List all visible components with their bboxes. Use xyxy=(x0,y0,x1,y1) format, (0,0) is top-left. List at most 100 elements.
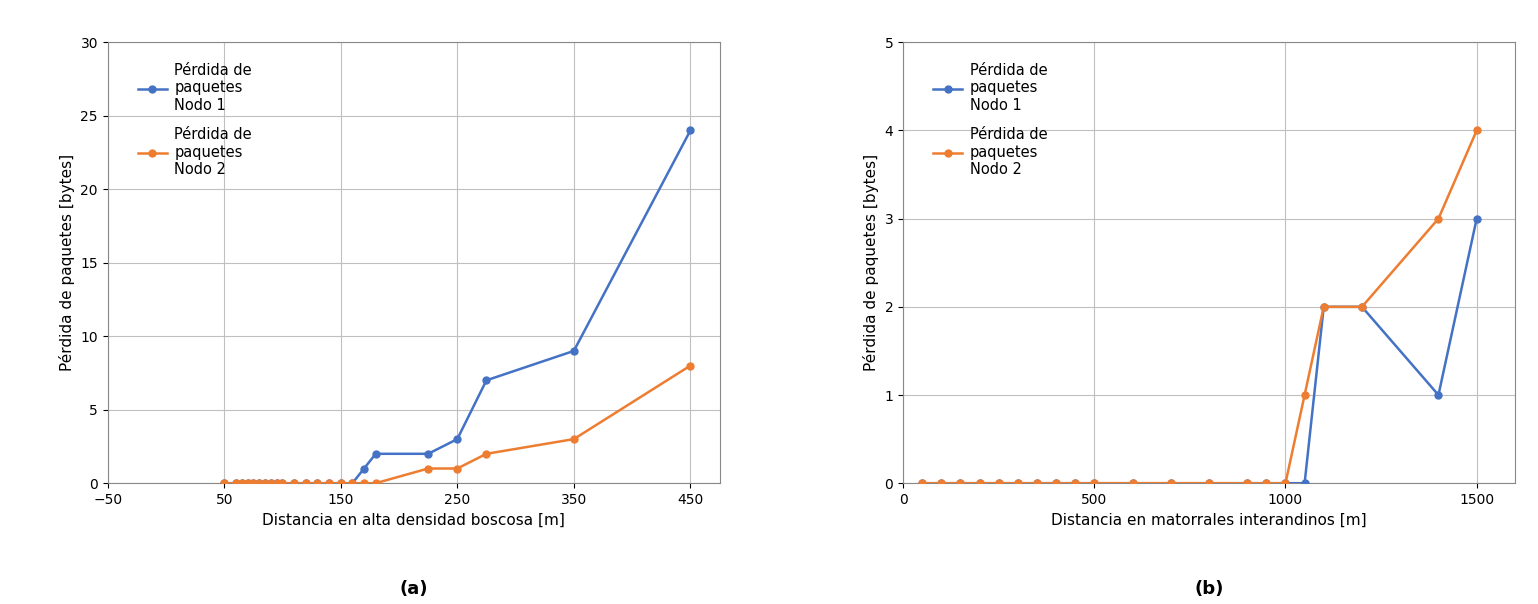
Legend: Pérdida de
paquetes
Nodo 1, Pérdida de
paquetes
Nodo 2: Pérdida de paquetes Nodo 1, Pérdida de p… xyxy=(134,59,257,181)
Pérdida de
paquetes
Nodo 1 xyxy=(1277,480,1295,487)
Pérdida de
paquetes
Nodo 2 xyxy=(215,480,234,487)
Pérdida de
paquetes
Nodo 2 xyxy=(355,480,374,487)
Pérdida de
paquetes
Nodo 2 xyxy=(226,480,245,487)
Pérdida de
paquetes
Nodo 2 xyxy=(251,480,269,487)
Pérdida de
paquetes
Nodo 2 xyxy=(343,480,361,487)
Pérdida de
paquetes
Nodo 2 xyxy=(274,480,292,487)
Pérdida de
paquetes
Nodo 2 xyxy=(970,480,989,487)
Line: Pérdida de
paquetes
Nodo 2: Pérdida de paquetes Nodo 2 xyxy=(918,127,1480,487)
Pérdida de
paquetes
Nodo 2 xyxy=(1200,480,1218,487)
Pérdida de
paquetes
Nodo 1 xyxy=(1257,480,1275,487)
Pérdida de
paquetes
Nodo 2 xyxy=(1123,480,1141,487)
Pérdida de
paquetes
Nodo 2 xyxy=(320,480,338,487)
Pérdida de
paquetes
Nodo 2 xyxy=(1047,480,1066,487)
Pérdida de
paquetes
Nodo 1 xyxy=(448,435,466,443)
Pérdida de
paquetes
Nodo 2 xyxy=(297,480,315,487)
Pérdida de
paquetes
Nodo 1 xyxy=(285,480,303,487)
Pérdida de
paquetes
Nodo 2 xyxy=(914,480,932,487)
Pérdida de
paquetes
Nodo 1 xyxy=(261,480,280,487)
Pérdida de
paquetes
Nodo 1 xyxy=(1200,480,1218,487)
X-axis label: Distancia en matorrales interandinos [m]: Distancia en matorrales interandinos [m] xyxy=(1050,512,1367,527)
Pérdida de
paquetes
Nodo 1 xyxy=(215,480,234,487)
Pérdida de
paquetes
Nodo 2 xyxy=(1238,480,1257,487)
X-axis label: Distancia en alta densidad boscosa [m]: Distancia en alta densidad boscosa [m] xyxy=(261,512,564,527)
Pérdida de
paquetes
Nodo 1 xyxy=(1123,480,1141,487)
Pérdida de
paquetes
Nodo 1 xyxy=(418,450,437,457)
Pérdida de
paquetes
Nodo 1 xyxy=(1467,215,1486,222)
Pérdida de
paquetes
Nodo 2 xyxy=(1027,480,1046,487)
Pérdida de
paquetes
Nodo 1 xyxy=(343,480,361,487)
Pérdida de
paquetes
Nodo 1 xyxy=(1429,391,1447,399)
Text: (b): (b) xyxy=(1195,580,1224,598)
Pérdida de
paquetes
Nodo 1 xyxy=(226,480,245,487)
Pérdida de
paquetes
Nodo 2 xyxy=(1429,215,1447,222)
Pérdida de
paquetes
Nodo 1 xyxy=(564,347,583,355)
Pérdida de
paquetes
Nodo 1 xyxy=(989,480,1007,487)
Pérdida de
paquetes
Nodo 1 xyxy=(366,450,384,457)
Pérdida de
paquetes
Nodo 2 xyxy=(681,362,700,369)
Pérdida de
paquetes
Nodo 2 xyxy=(1084,480,1103,487)
Pérdida de
paquetes
Nodo 2 xyxy=(418,465,437,472)
Pérdida de
paquetes
Nodo 2 xyxy=(1467,127,1486,134)
Y-axis label: Pérdida de paquetes [bytes]: Pérdida de paquetes [bytes] xyxy=(863,154,878,371)
Pérdida de
paquetes
Nodo 1 xyxy=(477,377,495,384)
Pérdida de
paquetes
Nodo 1 xyxy=(232,480,251,487)
Pérdida de
paquetes
Nodo 2 xyxy=(564,435,583,443)
Pérdida de
paquetes
Nodo 2 xyxy=(477,450,495,457)
Pérdida de
paquetes
Nodo 1 xyxy=(1315,303,1333,310)
Y-axis label: Pérdida de paquetes [bytes]: Pérdida de paquetes [bytes] xyxy=(58,154,75,371)
Pérdida de
paquetes
Nodo 1 xyxy=(1027,480,1046,487)
Pérdida de
paquetes
Nodo 2 xyxy=(232,480,251,487)
Pérdida de
paquetes
Nodo 2 xyxy=(1353,303,1372,310)
Pérdida de
paquetes
Nodo 1 xyxy=(932,480,950,487)
Pérdida de
paquetes
Nodo 1 xyxy=(238,480,257,487)
Pérdida de
paquetes
Nodo 2 xyxy=(255,480,274,487)
Pérdida de
paquetes
Nodo 2 xyxy=(932,480,950,487)
Pérdida de
paquetes
Nodo 1 xyxy=(332,480,351,487)
Pérdida de
paquetes
Nodo 2 xyxy=(268,480,286,487)
Pérdida de
paquetes
Nodo 2 xyxy=(245,480,263,487)
Pérdida de
paquetes
Nodo 2 xyxy=(1257,480,1275,487)
Pérdida de
paquetes
Nodo 1 xyxy=(914,480,932,487)
Line: Pérdida de
paquetes
Nodo 1: Pérdida de paquetes Nodo 1 xyxy=(918,215,1480,487)
Pérdida de
paquetes
Nodo 2 xyxy=(1277,480,1295,487)
Pérdida de
paquetes
Nodo 2 xyxy=(366,480,384,487)
Pérdida de
paquetes
Nodo 1 xyxy=(681,127,700,134)
Pérdida de
paquetes
Nodo 2 xyxy=(1009,480,1027,487)
Pérdida de
paquetes
Nodo 1 xyxy=(1238,480,1257,487)
Pérdida de
paquetes
Nodo 2 xyxy=(1161,480,1180,487)
Pérdida de
paquetes
Nodo 2 xyxy=(950,480,969,487)
Pérdida de
paquetes
Nodo 1 xyxy=(308,480,326,487)
Pérdida de
paquetes
Nodo 1 xyxy=(1353,303,1372,310)
Pérdida de
paquetes
Nodo 1 xyxy=(274,480,292,487)
Pérdida de
paquetes
Nodo 1 xyxy=(355,465,374,472)
Pérdida de
paquetes
Nodo 2 xyxy=(308,480,326,487)
Pérdida de
paquetes
Nodo 1 xyxy=(1295,480,1313,487)
Pérdida de
paquetes
Nodo 2 xyxy=(448,465,466,472)
Pérdida de
paquetes
Nodo 1 xyxy=(1047,480,1066,487)
Pérdida de
paquetes
Nodo 1 xyxy=(1084,480,1103,487)
Pérdida de
paquetes
Nodo 1 xyxy=(268,480,286,487)
Pérdida de
paquetes
Nodo 1 xyxy=(255,480,274,487)
Pérdida de
paquetes
Nodo 2 xyxy=(332,480,351,487)
Pérdida de
paquetes
Nodo 2 xyxy=(989,480,1007,487)
Line: Pérdida de
paquetes
Nodo 2: Pérdida de paquetes Nodo 2 xyxy=(221,362,694,487)
Legend: Pérdida de
paquetes
Nodo 1, Pérdida de
paquetes
Nodo 2: Pérdida de paquetes Nodo 1, Pérdida de p… xyxy=(929,59,1052,181)
Pérdida de
paquetes
Nodo 2 xyxy=(1066,480,1084,487)
Pérdida de
paquetes
Nodo 2 xyxy=(238,480,257,487)
Pérdida de
paquetes
Nodo 1 xyxy=(320,480,338,487)
Pérdida de
paquetes
Nodo 2 xyxy=(1315,303,1333,310)
Pérdida de
paquetes
Nodo 1 xyxy=(297,480,315,487)
Pérdida de
paquetes
Nodo 1 xyxy=(1009,480,1027,487)
Line: Pérdida de
paquetes
Nodo 1: Pérdida de paquetes Nodo 1 xyxy=(221,127,694,487)
Pérdida de
paquetes
Nodo 1 xyxy=(970,480,989,487)
Pérdida de
paquetes
Nodo 1 xyxy=(1066,480,1084,487)
Pérdida de
paquetes
Nodo 1 xyxy=(950,480,969,487)
Pérdida de
paquetes
Nodo 2 xyxy=(261,480,280,487)
Pérdida de
paquetes
Nodo 2 xyxy=(285,480,303,487)
Pérdida de
paquetes
Nodo 2 xyxy=(1295,391,1313,399)
Pérdida de
paquetes
Nodo 1 xyxy=(251,480,269,487)
Pérdida de
paquetes
Nodo 1 xyxy=(1161,480,1180,487)
Text: (a): (a) xyxy=(400,580,428,598)
Pérdida de
paquetes
Nodo 1 xyxy=(245,480,263,487)
